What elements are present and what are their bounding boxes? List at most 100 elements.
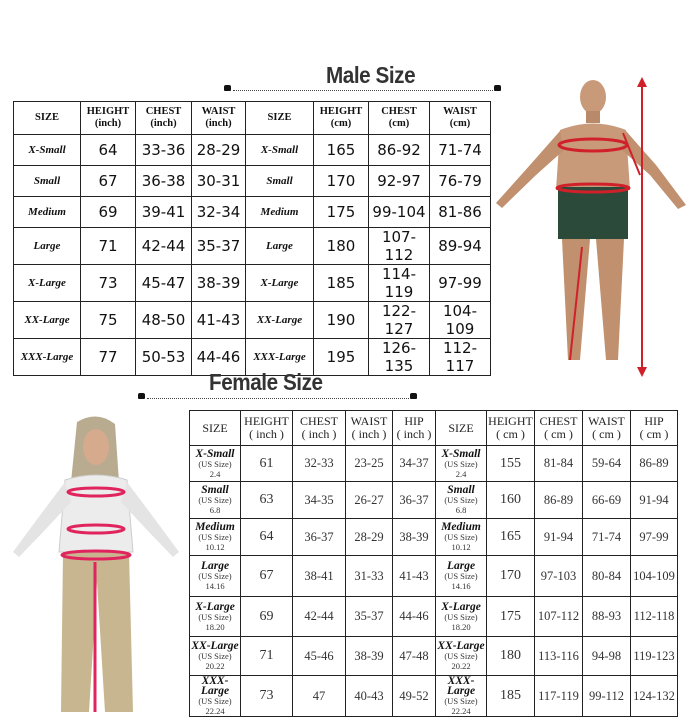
value-cell: 48-50 xyxy=(135,301,192,339)
header-label: WAIST xyxy=(201,106,236,117)
male-model-figure xyxy=(496,77,686,377)
column-header: SIZE xyxy=(245,101,314,135)
header-unit: ( cm ) xyxy=(639,427,669,441)
value-cell: 38-39 xyxy=(191,264,246,302)
value-cell: 107-112 xyxy=(534,596,583,637)
value-cell: 66-69 xyxy=(582,481,631,519)
value-cell: 190 xyxy=(313,301,369,339)
value-cell: 71 xyxy=(80,227,136,265)
us-size-value: 10.12 xyxy=(205,542,225,552)
value-cell: 38-39 xyxy=(345,636,393,676)
value-cell: 92-97 xyxy=(368,165,430,197)
value-cell: 36-37 xyxy=(392,481,436,519)
us-size-value: 14.16 xyxy=(205,581,225,591)
table-row: XXX-Large 77 50-53 44-46 XXX-Large 195 126-135… xyxy=(13,338,491,376)
value-cell: 32-33 xyxy=(292,445,346,482)
header-label: SIZE xyxy=(35,112,59,123)
size-cell: Large (US Size) 14.16 xyxy=(189,555,241,597)
value-cell: 91-94 xyxy=(630,481,678,519)
column-header: SIZE xyxy=(13,101,81,135)
us-size-label: (US Size) xyxy=(198,611,232,622)
male-size-table: SIZE HEIGHT (inch) CHEST (inch) WAIST (inch) SI… xyxy=(13,101,491,376)
value-cell: 86-89 xyxy=(630,445,678,482)
table-row: X-Large 73 45-47 38-39 X-Large 185 114-119 97-9… xyxy=(13,264,491,302)
value-cell: 71 xyxy=(240,636,293,676)
value-cell: 67 xyxy=(80,165,136,197)
value-cell: 104-109 xyxy=(429,301,491,339)
header-unit: ( inch ) xyxy=(396,427,432,441)
size-label: XX-Large xyxy=(191,640,239,652)
size-label: X-Large xyxy=(195,600,235,613)
value-cell: 32-34 xyxy=(191,196,246,228)
value-cell: 175 xyxy=(486,596,535,637)
column-header: CHEST( inch ) xyxy=(292,410,346,446)
table-row: XX-Large (US Size) 20.22 71 45-46 38-39 47-48 X… xyxy=(189,636,678,676)
value-cell: 34-37 xyxy=(392,445,436,482)
header-label: HEIGHT xyxy=(319,106,363,117)
us-size-label: (US Size) xyxy=(198,571,232,581)
value-cell: 45-46 xyxy=(292,636,346,676)
header-label: WAIST xyxy=(443,106,477,117)
bullet-icon xyxy=(494,85,501,91)
value-cell: 107-112 xyxy=(368,227,430,265)
header-unit: (cm) xyxy=(388,118,410,129)
size-label: Large xyxy=(200,560,230,572)
size-cell: Small (US Size) 6.8 xyxy=(189,481,241,519)
value-cell: 97-99 xyxy=(630,518,678,556)
value-cell: 44-46 xyxy=(191,338,246,376)
us-size-label: (US Size) xyxy=(444,495,478,505)
value-cell: 26-27 xyxy=(345,481,393,519)
column-header: HEIGHT( cm ) xyxy=(486,410,535,446)
column-header: CHEST( cm ) xyxy=(534,410,583,446)
value-cell: 30-31 xyxy=(191,165,246,197)
column-header: SIZE xyxy=(435,410,487,446)
value-cell: 117-119 xyxy=(534,675,583,717)
column-header: CHEST (cm) xyxy=(368,101,430,135)
size-cell: X-Large xyxy=(245,264,314,302)
size-cell: X-Small xyxy=(245,134,314,166)
value-cell: 35-37 xyxy=(191,227,246,265)
value-cell: 124-132 xyxy=(630,675,678,717)
female-model-figure xyxy=(13,416,179,712)
column-header: WAIST (cm) xyxy=(429,101,491,135)
size-cell: Medium xyxy=(245,196,314,228)
size-cell: Medium (US Size) 10.12 xyxy=(189,518,241,556)
header-unit: ( cm ) xyxy=(544,427,573,441)
value-cell: 88-93 xyxy=(582,596,631,637)
value-cell: 69 xyxy=(240,596,293,637)
header-label: SIZE xyxy=(267,112,292,123)
value-cell: 99-104 xyxy=(368,196,430,228)
value-cell: 180 xyxy=(486,636,535,676)
value-cell: 77 xyxy=(80,338,136,376)
value-cell: 71-74 xyxy=(582,518,631,556)
value-cell: 86-89 xyxy=(534,481,583,519)
size-cell: Medium xyxy=(13,196,81,228)
value-cell: 47-48 xyxy=(392,636,436,676)
size-cell: Medium (US Size) 10.12 xyxy=(435,518,487,556)
value-cell: 86-92 xyxy=(368,134,430,166)
header-unit: ( cm ) xyxy=(496,427,525,441)
header-unit: (inch) xyxy=(205,118,232,129)
value-cell: 91-94 xyxy=(534,518,583,556)
value-cell: 42-44 xyxy=(135,227,192,265)
value-cell: 126-135 xyxy=(368,338,430,376)
header-unit: (inch) xyxy=(94,118,122,129)
value-cell: 38-41 xyxy=(292,555,346,597)
value-cell: 47 xyxy=(292,675,346,717)
size-cell: Large xyxy=(245,227,314,265)
value-cell: 73 xyxy=(80,264,136,302)
table-row: X-Large (US Size) 18.20 69 42-44 35-37 44-46 X-… xyxy=(189,596,678,637)
table-row: XX-Large 75 48-50 41-43 XX-Large 190 122-127 10… xyxy=(13,301,491,339)
us-size-label: (US Size) xyxy=(198,651,232,661)
value-cell: 63 xyxy=(240,481,293,519)
us-size-label: (US Size) xyxy=(198,458,232,469)
us-size-value: 18.20 xyxy=(451,621,471,632)
us-size-label: (US Size) xyxy=(198,696,232,706)
value-cell: 160 xyxy=(486,481,535,519)
value-cell: 94-98 xyxy=(582,636,631,676)
value-cell: 64 xyxy=(240,518,293,556)
size-cell: X-Small (US Size) 2.4 xyxy=(189,445,241,482)
female-size-table: SIZE HEIGHT( inch ) CHEST( inch ) WAIST( in… xyxy=(189,410,678,717)
value-cell: 114-119 xyxy=(368,264,430,302)
value-cell: 45-47 xyxy=(135,264,192,302)
